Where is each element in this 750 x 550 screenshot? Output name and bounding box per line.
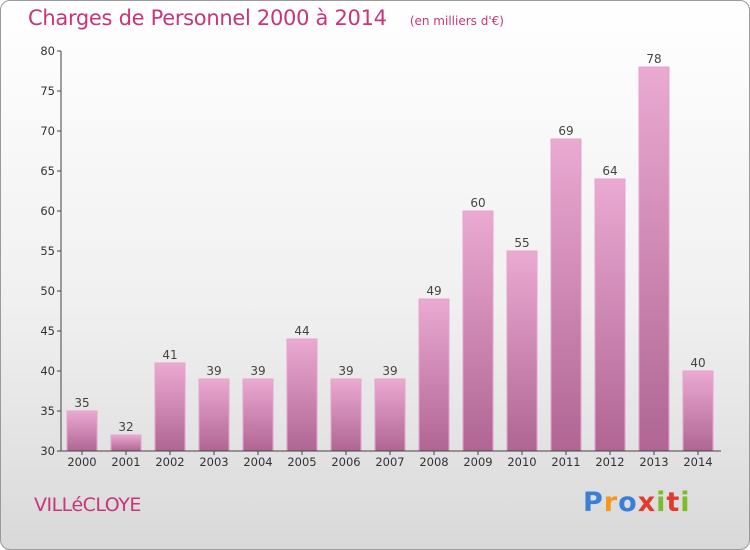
data-label: 39: [206, 364, 221, 378]
data-label: 39: [338, 364, 353, 378]
data-label: 69: [558, 124, 573, 138]
x-tick-label: 2001: [111, 455, 140, 469]
bar: [286, 338, 318, 452]
y-tick-label: 55: [40, 244, 55, 258]
y-tick-label: 70: [40, 124, 55, 138]
y-tick-label: 35: [40, 404, 55, 418]
chart-title: Charges de Personnel 2000 à 2014: [28, 6, 387, 30]
logo-letter: P: [583, 487, 604, 518]
logo-letter: x: [637, 487, 657, 518]
x-tick-label: 2008: [419, 455, 448, 469]
bar: [66, 410, 98, 452]
y-tick-label: 40: [40, 364, 55, 378]
y-tick-label: 60: [40, 204, 55, 218]
data-label: 40: [690, 356, 705, 370]
x-tick-label: 2003: [199, 455, 228, 469]
bar: [374, 378, 406, 452]
logo-letter: t: [666, 487, 681, 518]
bar: [594, 178, 626, 452]
x-tick-label: 2000: [67, 455, 96, 469]
bar: [110, 434, 142, 452]
bar: [550, 138, 582, 452]
data-label: 39: [382, 364, 397, 378]
y-tick-label: 30: [40, 444, 55, 458]
data-label: 78: [646, 52, 661, 66]
y-tick-label: 75: [40, 84, 55, 98]
logo-letter: i: [680, 487, 691, 518]
logo-letter: r: [603, 487, 619, 518]
chart-subtitle: (en milliers d'€): [409, 14, 504, 28]
bar: [242, 378, 274, 452]
commune-name: VILLéCLOYE: [34, 494, 141, 516]
bar: [638, 66, 670, 452]
bar: [506, 250, 538, 452]
y-tick-label: 80: [40, 44, 55, 58]
data-label: 64: [602, 164, 617, 178]
x-tick-label: 2009: [463, 455, 492, 469]
x-tick-label: 2011: [551, 455, 580, 469]
proxiti-logo[interactable]: Proxiti: [583, 487, 691, 518]
x-tick-label: 2004: [243, 455, 272, 469]
x-tick-label: 2007: [375, 455, 404, 469]
data-label: 55: [514, 236, 529, 250]
logo-letter: o: [618, 487, 638, 518]
x-tick-label: 2012: [595, 455, 624, 469]
bar: [682, 370, 714, 452]
x-tick-label: 2005: [287, 455, 316, 469]
x-tick-label: 2006: [331, 455, 360, 469]
y-tick-label: 50: [40, 284, 55, 298]
data-label: 32: [118, 420, 133, 434]
x-tick-label: 2014: [683, 455, 712, 469]
bar: [418, 298, 450, 452]
data-label: 60: [470, 196, 485, 210]
bar: [154, 362, 186, 452]
data-label: 39: [250, 364, 265, 378]
data-label: 41: [162, 348, 177, 362]
x-tick-label: 2002: [155, 455, 184, 469]
title-row: Charges de Personnel 2000 à 2014 (en mil…: [28, 6, 504, 30]
data-label: 35: [74, 396, 89, 410]
bar: [330, 378, 362, 452]
bar: [198, 378, 230, 452]
y-tick-label: 65: [40, 164, 55, 178]
x-tick-label: 2010: [507, 455, 536, 469]
data-label: 49: [426, 284, 441, 298]
x-tick-label: 2013: [639, 455, 668, 469]
bar: [462, 210, 494, 452]
logo-letter: i: [656, 487, 667, 518]
y-tick-label: 45: [40, 324, 55, 338]
data-label: 44: [294, 324, 309, 338]
